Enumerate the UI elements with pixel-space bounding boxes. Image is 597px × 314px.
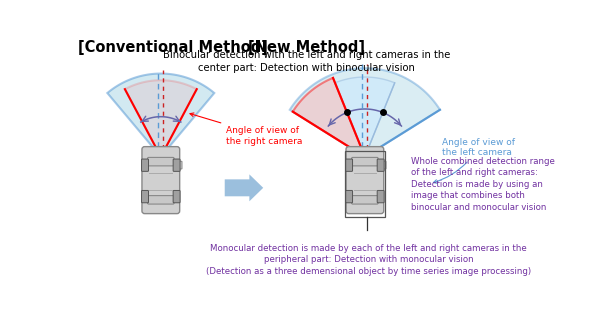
Text: [New Method]: [New Method] [248,40,365,55]
FancyBboxPatch shape [141,191,149,203]
FancyBboxPatch shape [176,161,182,169]
FancyBboxPatch shape [346,161,352,169]
Text: Angle of view of
the right camera: Angle of view of the right camera [190,113,303,146]
FancyBboxPatch shape [352,157,378,166]
FancyBboxPatch shape [377,191,384,203]
FancyBboxPatch shape [142,161,148,169]
FancyBboxPatch shape [141,159,149,171]
FancyBboxPatch shape [377,159,384,171]
FancyBboxPatch shape [352,196,378,204]
FancyBboxPatch shape [346,147,384,214]
Polygon shape [107,73,214,157]
FancyBboxPatch shape [173,191,180,203]
Text: Whole combined detection range
of the left and right cameras:
Detection is made : Whole combined detection range of the le… [411,157,555,212]
Polygon shape [290,68,440,157]
Text: [Conventional Method]: [Conventional Method] [78,40,268,55]
FancyArrow shape [224,174,263,201]
FancyBboxPatch shape [173,159,180,171]
Polygon shape [293,78,365,157]
FancyBboxPatch shape [380,161,386,169]
Text: Angle of view of
the left camera: Angle of view of the left camera [433,138,515,183]
FancyBboxPatch shape [142,147,180,214]
Polygon shape [335,77,395,157]
FancyBboxPatch shape [346,159,353,171]
Bar [345,150,385,217]
Ellipse shape [353,170,377,187]
Polygon shape [125,80,197,157]
FancyBboxPatch shape [147,196,174,204]
FancyBboxPatch shape [346,191,353,203]
Text: Binocular detection with the left and right cameras in the
center part: Detectio: Binocular detection with the left and ri… [162,50,450,73]
FancyBboxPatch shape [147,157,174,166]
Text: Monocular detection is made by each of the left and right cameras in the
periphe: Monocular detection is made by each of t… [206,244,531,276]
